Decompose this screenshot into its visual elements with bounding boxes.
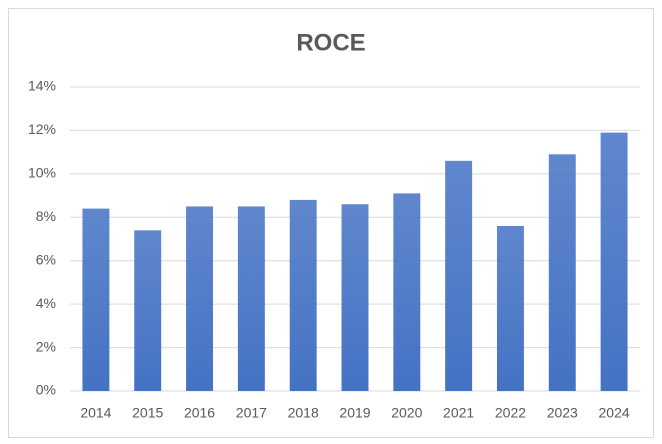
x-tick-label: 2015 bbox=[132, 405, 163, 421]
chart-title: ROCE bbox=[296, 29, 365, 56]
x-tick-label: 2023 bbox=[547, 405, 578, 421]
y-tick-label: 2% bbox=[36, 338, 56, 354]
y-tick-label: 8% bbox=[36, 208, 56, 224]
bar bbox=[600, 132, 628, 391]
bar bbox=[496, 225, 524, 391]
y-tick-label: 4% bbox=[36, 295, 56, 311]
y-tick-label: 14% bbox=[28, 78, 56, 94]
chart-border bbox=[8, 8, 654, 438]
bar bbox=[134, 230, 162, 391]
x-tick-label: 2020 bbox=[391, 405, 422, 421]
y-tick-label: 12% bbox=[28, 121, 56, 137]
x-tick-label: 2018 bbox=[288, 405, 319, 421]
bar bbox=[82, 208, 110, 391]
bar bbox=[289, 199, 317, 391]
bar bbox=[393, 193, 421, 391]
x-tick-label: 2016 bbox=[184, 405, 215, 421]
bar bbox=[548, 154, 576, 391]
x-tick-label: 2019 bbox=[339, 405, 370, 421]
bar bbox=[445, 160, 473, 391]
x-tick-label: 2024 bbox=[599, 405, 630, 421]
x-tick-label: 2014 bbox=[80, 405, 111, 421]
x-tick-label: 2022 bbox=[495, 405, 526, 421]
x-tick-label: 2017 bbox=[236, 405, 267, 421]
bar bbox=[341, 204, 369, 391]
y-tick-label: 6% bbox=[36, 251, 56, 267]
y-tick-label: 10% bbox=[28, 165, 56, 181]
bar bbox=[237, 206, 265, 391]
bar bbox=[186, 206, 214, 391]
y-tick-label: 0% bbox=[36, 382, 56, 398]
x-tick-label: 2021 bbox=[443, 405, 474, 421]
